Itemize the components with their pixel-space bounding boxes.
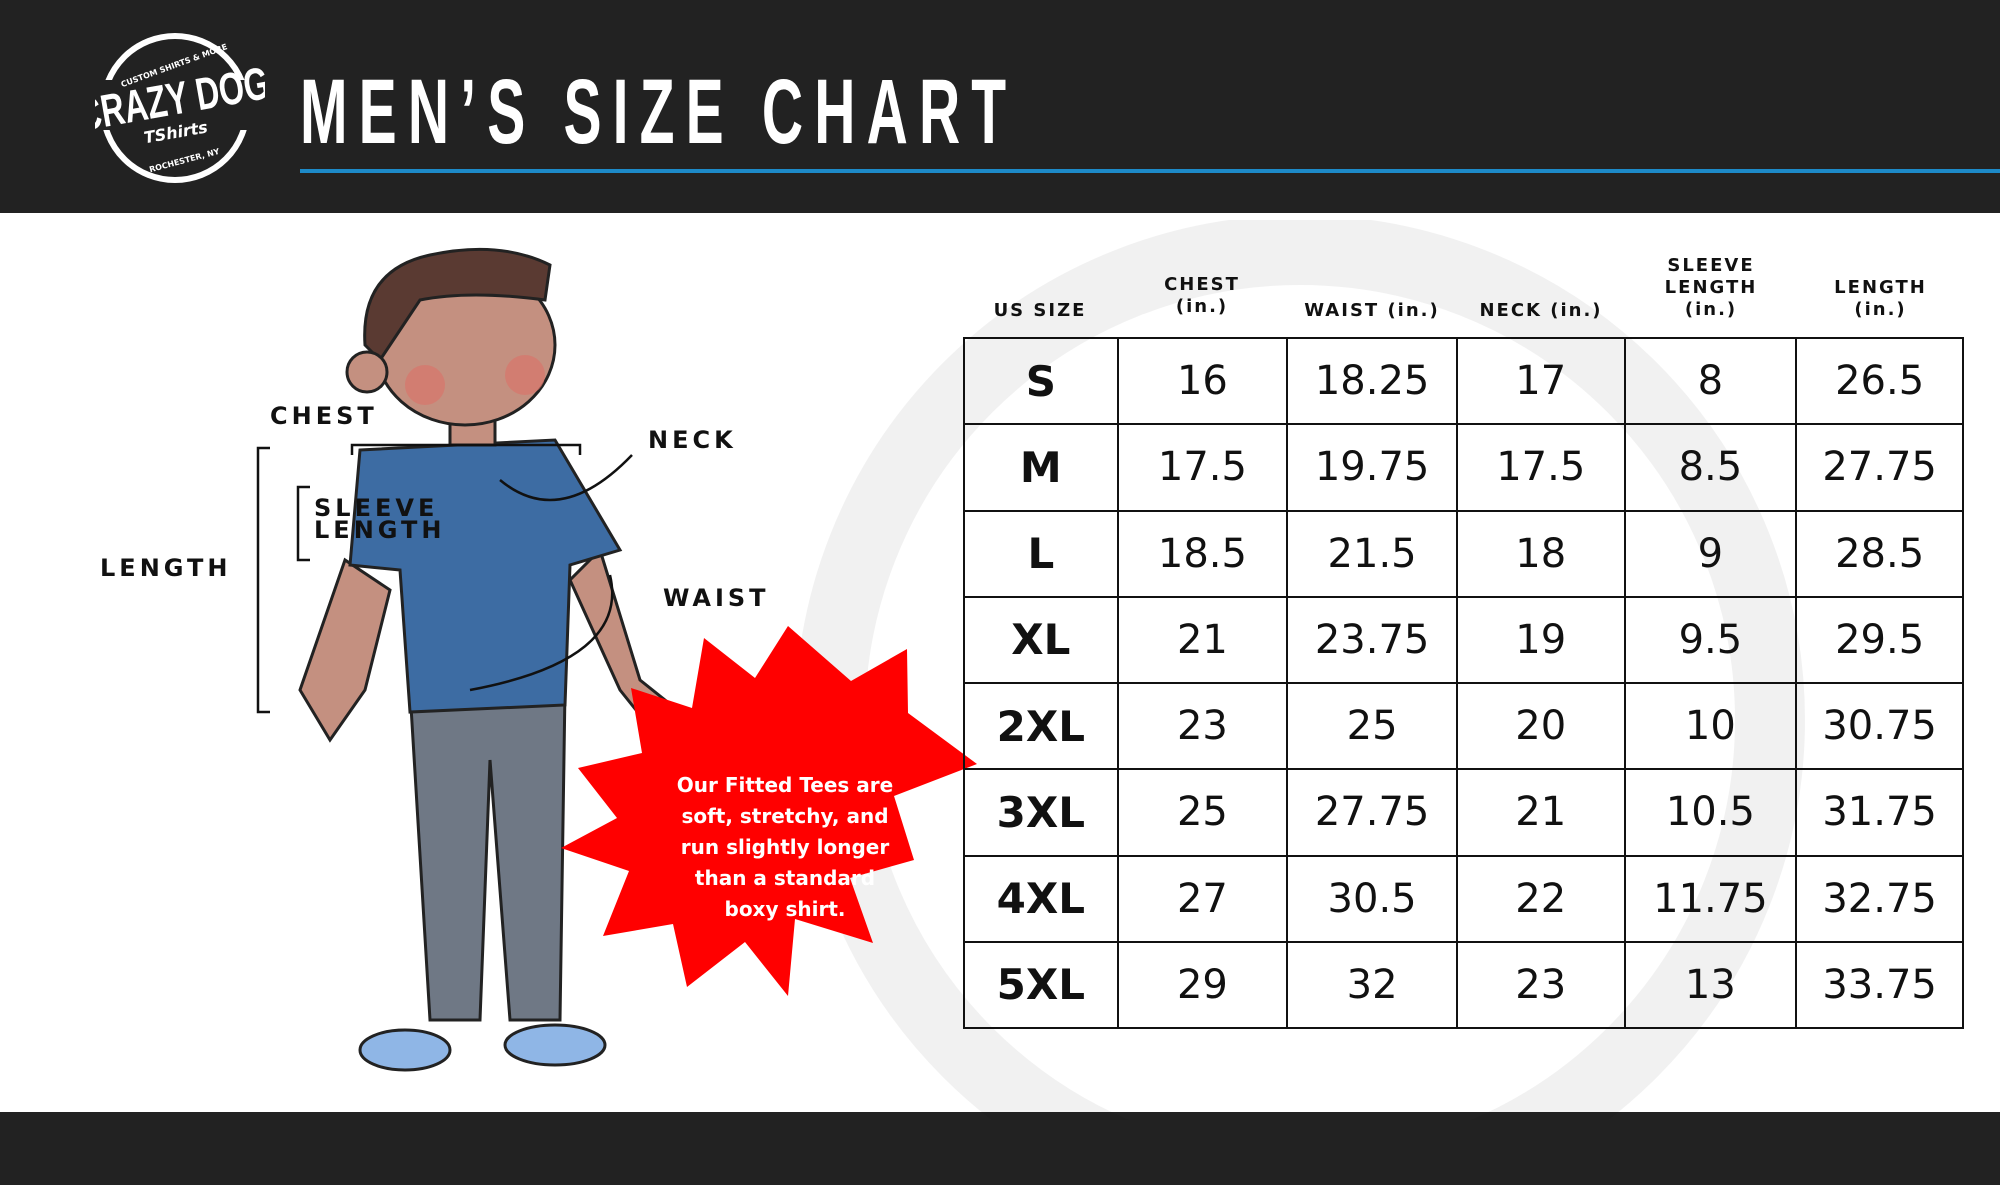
size-cell: 5XL — [963, 940, 1119, 1030]
measurement-cell: 20 — [1455, 681, 1626, 771]
size-cell: XL — [963, 595, 1119, 685]
measurement-cell: 17.5 — [1116, 423, 1289, 512]
label-neck: NECK — [648, 426, 737, 454]
size-cell: S — [963, 336, 1119, 426]
label-sleeve-line1: SLEEVE — [314, 494, 439, 522]
table-row: 2XL 23 25 20 10 30.75 — [963, 681, 1964, 771]
measurement-cell: 21.5 — [1286, 509, 1458, 598]
header-text: LENGTH — [1834, 277, 1927, 298]
badge-line: boxy shirt. — [724, 897, 846, 921]
header-text: (in.) — [1175, 296, 1229, 317]
header-neck: NECK (in.) — [1457, 300, 1625, 322]
header-text: LENGTH — [1664, 277, 1758, 298]
label-sleeve-line2: LENGTH — [314, 516, 446, 544]
measurement-cell: 17 — [1455, 336, 1626, 426]
measurement-cell: 17.5 — [1455, 423, 1626, 512]
header-chest: CHEST (in.) — [1117, 274, 1287, 318]
measurement-cell: 26.5 — [1795, 336, 1964, 426]
measurement-cell: 8.5 — [1623, 423, 1798, 512]
measurement-cell: 21 — [1116, 595, 1289, 685]
measurement-cell: 30.5 — [1286, 854, 1458, 943]
measurement-cell: 30.75 — [1795, 681, 1964, 771]
measurement-cell: 27.75 — [1795, 423, 1964, 512]
measurement-cell: 23 — [1455, 940, 1626, 1030]
measurement-cell: 31.75 — [1795, 768, 1964, 857]
header-text: SLEEVE — [1667, 255, 1755, 276]
measurement-cell: 8 — [1623, 336, 1798, 426]
table-row: 4XL 27 30.5 22 11.75 32.75 — [963, 854, 1964, 943]
measurement-cell: 10 — [1623, 681, 1798, 771]
measurement-cell: 16 — [1116, 336, 1289, 426]
measurement-cell: 23 — [1116, 681, 1289, 771]
header-text: WAIST (in.) — [1304, 300, 1440, 321]
measurement-cell: 29.5 — [1795, 595, 1964, 685]
header-text: NECK (in.) — [1479, 300, 1603, 321]
measurement-cell: 32.75 — [1795, 854, 1964, 943]
table-row: M 17.5 19.75 17.5 8.5 27.75 — [963, 423, 1964, 512]
page-title: MEN’S SIZE CHART — [300, 61, 1018, 163]
measurement-cell: 33.75 — [1795, 940, 1964, 1030]
header-waist: WAIST (in.) — [1287, 300, 1457, 322]
footer-bar — [0, 1112, 2000, 1185]
measurement-cell: 25 — [1286, 681, 1458, 771]
header-text: US SIZE — [993, 300, 1087, 321]
header-length: LENGTH (in.) — [1797, 277, 1964, 321]
measurement-cell: 13 — [1623, 940, 1798, 1030]
boy-figure-illustration — [256, 247, 977, 1072]
measurement-cell: 27 — [1116, 854, 1289, 943]
measurement-cell: 21 — [1455, 768, 1626, 857]
measurement-cell: 10.5 — [1623, 768, 1798, 857]
header-text: (in.) — [1854, 299, 1907, 320]
measurement-cell: 28.5 — [1795, 509, 1964, 598]
fitted-tees-badge-text: Our Fitted Tees are soft, stretchy, and … — [650, 770, 920, 925]
header-text: CHEST — [1164, 274, 1240, 295]
measurement-cell: 23.75 — [1286, 595, 1458, 685]
size-cell: M — [963, 423, 1119, 512]
header-us-size: US SIZE — [963, 300, 1117, 322]
measurement-cell: 27.75 — [1286, 768, 1458, 857]
label-waist: WAIST — [663, 584, 770, 612]
measurement-cell: 9.5 — [1623, 595, 1798, 685]
measurement-cell: 19.75 — [1286, 423, 1458, 512]
header-text: (in.) — [1684, 299, 1738, 320]
table-row: L 18.5 21.5 18 9 28.5 — [963, 509, 1964, 598]
size-cell: L — [963, 509, 1119, 598]
measurement-cell: 22 — [1455, 854, 1626, 943]
table-row: XL 21 23.75 19 9.5 29.5 — [963, 595, 1964, 685]
measurement-cell: 18.25 — [1286, 336, 1458, 426]
measurement-cell: 11.75 — [1623, 854, 1798, 943]
measurement-cell: 18 — [1455, 509, 1626, 598]
table-row: S 16 18.25 17 8 26.5 — [963, 336, 1964, 426]
table-row: 5XL 29 32 23 13 33.75 — [963, 940, 1964, 1030]
badge-line: run slightly longer — [680, 835, 890, 859]
header-bar — [0, 0, 2000, 213]
measurement-cell: 9 — [1623, 509, 1798, 598]
crazy-dog-logo: CRAZY DOG TShirts CUSTOM SHIRTS & MORE R… — [95, 33, 265, 183]
badge-line: Our Fitted Tees are — [676, 773, 894, 797]
measurement-cell: 29 — [1116, 940, 1289, 1030]
table-row: 3XL 25 27.75 21 10.5 31.75 — [963, 768, 1964, 857]
label-sleeve-length: SLEEVE LENGTH — [314, 494, 446, 544]
size-cell: 2XL — [963, 681, 1119, 771]
header-sleeve-length: SLEEVE LENGTH (in.) — [1625, 255, 1797, 321]
measurement-cell: 25 — [1116, 768, 1289, 857]
badge-line: soft, stretchy, and — [681, 804, 889, 828]
measurement-cell: 19 — [1455, 595, 1626, 685]
size-table: S 16 18.25 17 8 26.5 M 17.5 19.75 17.5 8.5 27.75 L 18… — [963, 336, 1964, 1030]
measurement-cell: 32 — [1286, 940, 1458, 1030]
measurement-cell: 18.5 — [1116, 509, 1289, 598]
size-cell: 4XL — [963, 854, 1119, 943]
badge-line: than a standard — [694, 866, 876, 890]
title-underline — [300, 169, 2000, 173]
label-chest: CHEST — [270, 402, 378, 430]
label-length: LENGTH — [100, 554, 232, 582]
size-cell: 3XL — [963, 768, 1119, 857]
